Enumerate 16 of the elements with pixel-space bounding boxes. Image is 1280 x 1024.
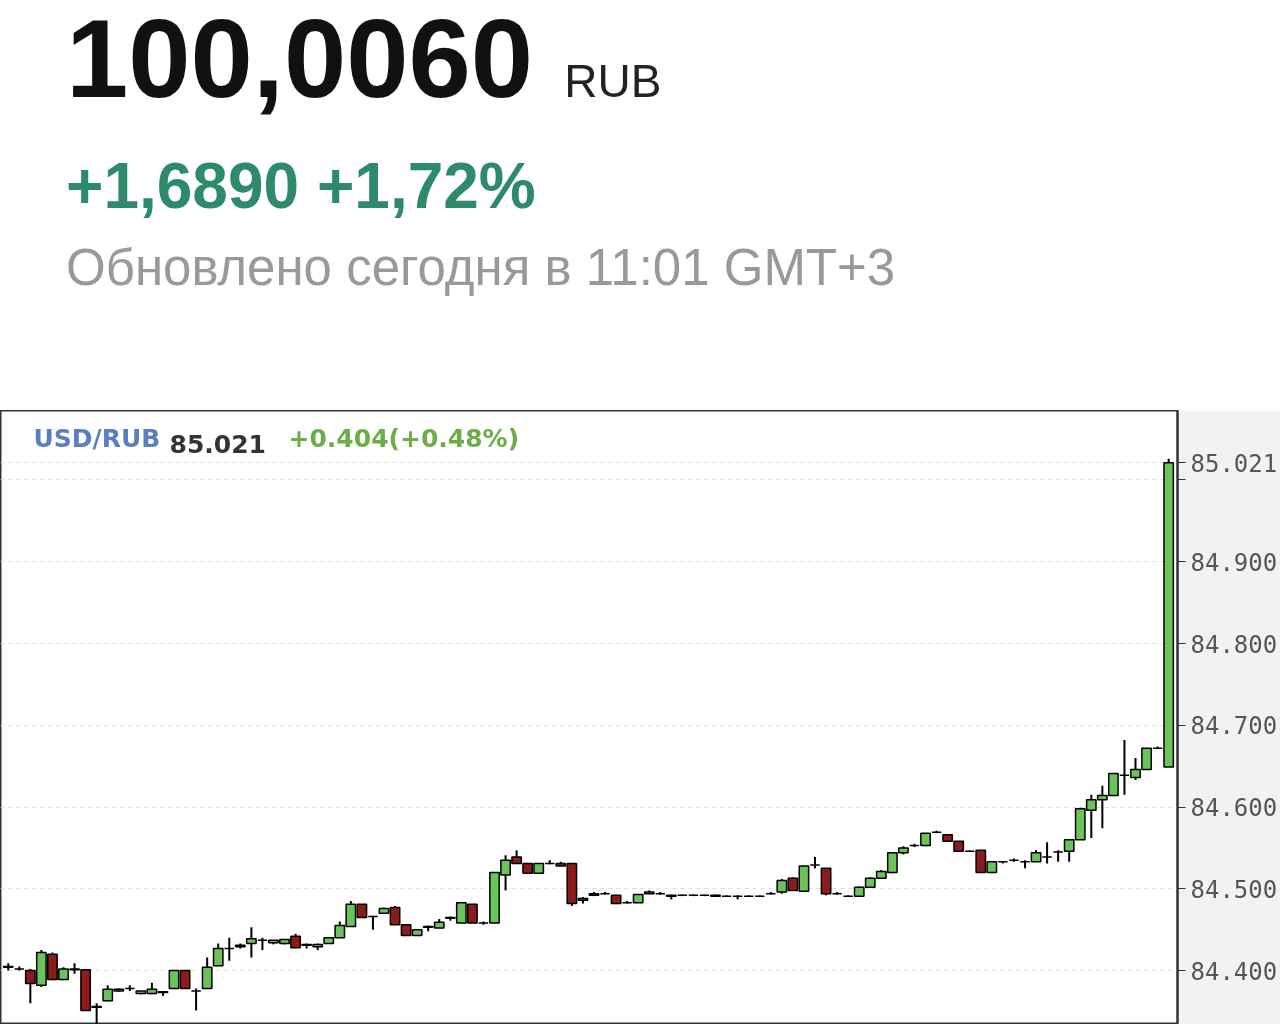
annotation: USD/RUB xyxy=(33,423,161,453)
y-tick-label: 84.500 xyxy=(1190,875,1278,904)
candlestick xyxy=(124,984,136,992)
y-tick-label: 84.700 xyxy=(1190,712,1278,741)
candlestick xyxy=(201,956,213,990)
y-tick-label: 84.400 xyxy=(1190,957,1278,986)
chart-title: 100,0060 RUB xyxy=(66,0,663,123)
text: Обновлено сегодня в 11:01 GMT+3 xyxy=(66,238,897,298)
y-tick-label: 84.900 xyxy=(1190,548,1278,577)
y-tick-label: 84.800 xyxy=(1190,630,1278,659)
chart-subtitle: +1,6890 +1,72% xyxy=(66,149,537,224)
y-tick-label: 84.600 xyxy=(1190,794,1278,823)
annotation: 85.021 xyxy=(169,429,266,459)
annotation: +0.404(+0.48%) xyxy=(288,423,520,453)
y-tick-label: 85.021 xyxy=(1190,449,1278,478)
candlestick xyxy=(190,987,202,1012)
